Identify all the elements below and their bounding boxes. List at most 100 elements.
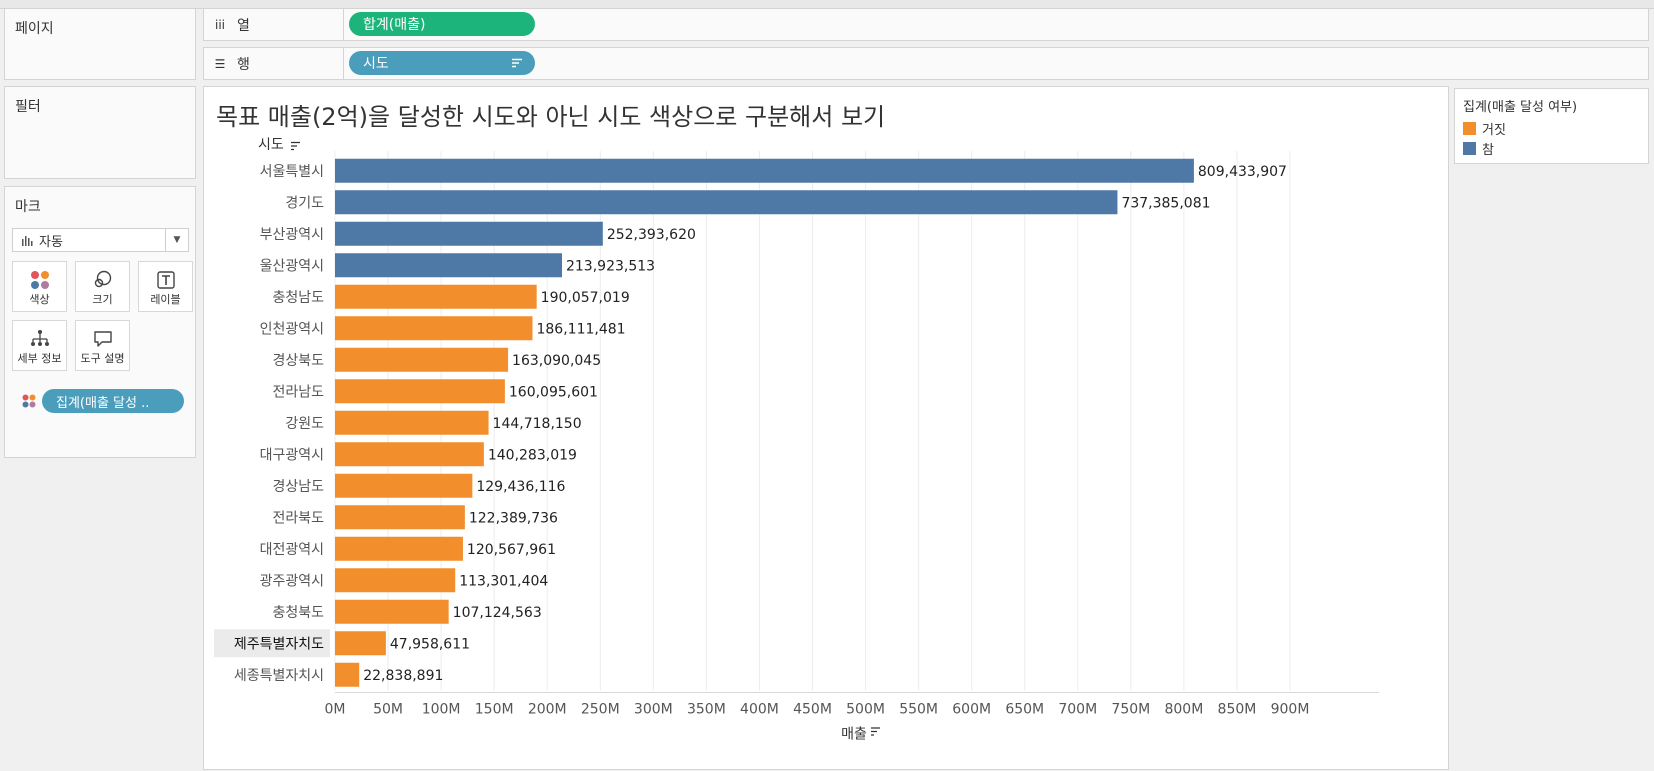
size-icon	[94, 270, 111, 288]
category-label[interactable]: 강원도	[285, 416, 324, 432]
x-tick-label: 800M	[1164, 702, 1203, 718]
bar-value-label: 107,124,563	[453, 605, 542, 621]
category-label[interactable]: 광주광역시	[260, 573, 324, 589]
columns-icon: iii	[214, 17, 225, 32]
bar[interactable]	[335, 190, 1118, 215]
sort-icon[interactable]	[871, 727, 880, 736]
sort-icon[interactable]	[291, 141, 300, 151]
columns-shelf[interactable]: iii 열 합계(매출)	[203, 8, 1649, 41]
detail-button[interactable]: 세부 정보	[12, 320, 67, 371]
rows-list-icon: ☰	[214, 56, 226, 71]
category-label[interactable]: 제주특별자치도	[234, 636, 324, 652]
columns-pill[interactable]: 합계(매출)	[349, 12, 535, 36]
bar-value-label: 809,433,907	[1198, 164, 1287, 180]
bar[interactable]	[335, 505, 465, 530]
pages-panel[interactable]: 페이지	[4, 8, 196, 80]
color-field-pill[interactable]: 집계(매출 달성 ..	[42, 389, 184, 413]
x-tick-label: 550M	[899, 702, 938, 718]
row-highlight	[214, 629, 330, 658]
rows-pill-label: 시도	[363, 56, 389, 72]
x-tick-label: 400M	[740, 702, 779, 718]
label-button[interactable]: 레이블	[138, 261, 193, 312]
x-tick-label: 450M	[793, 702, 832, 718]
bar-value-label: 120,567,961	[467, 542, 556, 558]
bar[interactable]	[335, 599, 449, 624]
color-button-label: 색상	[29, 293, 50, 306]
legend-item-false[interactable]: 거짓	[1463, 119, 1506, 138]
mark-type-dropdown[interactable]: 자동 ▼	[12, 228, 189, 252]
label-button-label: 레이블	[150, 293, 181, 306]
bar-value-label: 190,057,019	[541, 290, 630, 306]
category-label[interactable]: 울산광역시	[260, 258, 324, 274]
rows-shelf-label: 행	[237, 56, 250, 73]
category-label[interactable]: 인천광역시	[260, 321, 324, 337]
bar-value-label: 22,838,891	[363, 668, 443, 684]
rows-shelf[interactable]: ☰ 행 시도	[203, 47, 1649, 80]
bar-value-label: 737,385,081	[1121, 195, 1210, 211]
chart-area[interactable]: 목표 매출(2억)을 달성한 시도와 아닌 시도 색상으로 구분해서 보기 시도…	[203, 86, 1449, 770]
category-label[interactable]: 전라남도	[272, 384, 324, 400]
bar[interactable]	[335, 473, 473, 498]
bar[interactable]	[335, 442, 484, 467]
category-label[interactable]: 세종특별자치시	[234, 668, 324, 684]
bar-value-label: 129,436,116	[476, 479, 565, 495]
legend-swatch	[1463, 142, 1476, 155]
category-label[interactable]: 경기도	[285, 195, 324, 211]
bar[interactable]	[335, 253, 562, 278]
bar[interactable]	[335, 316, 533, 341]
color-button[interactable]: 색상	[12, 261, 67, 312]
x-tick-label: 350M	[687, 702, 726, 718]
category-label[interactable]: 경상북도	[272, 353, 324, 369]
bar[interactable]	[335, 158, 1194, 183]
category-label[interactable]: 전라북도	[272, 510, 324, 526]
category-label[interactable]: 대구광역시	[260, 447, 324, 463]
x-tick-label: 150M	[475, 702, 514, 718]
category-label[interactable]: 충청남도	[272, 290, 324, 306]
bar[interactable]	[335, 410, 489, 435]
mark-type-value: 자동	[39, 234, 63, 250]
x-tick-label: 300M	[634, 702, 673, 718]
category-label[interactable]: 대전광역시	[260, 542, 324, 558]
row-header-label: 시도	[258, 137, 284, 153]
x-axis-title: 매출	[841, 727, 867, 743]
legend-title: 집계(매출 달성 여부)	[1463, 100, 1578, 115]
sort-descending-icon[interactable]	[511, 58, 523, 68]
size-button[interactable]: 크기	[75, 261, 130, 312]
filters-panel[interactable]: 필터	[4, 86, 196, 179]
category-label[interactable]: 서울특별시	[260, 164, 324, 180]
color-dots-icon	[30, 271, 49, 289]
x-tick-label: 900M	[1271, 702, 1310, 718]
bar-value-label: 144,718,150	[493, 416, 582, 432]
x-tick-label: 0M	[325, 702, 346, 718]
bar[interactable]	[335, 662, 360, 687]
bar-value-label: 140,283,019	[488, 447, 577, 463]
bar[interactable]	[335, 347, 509, 372]
rows-pill[interactable]: 시도	[349, 51, 535, 75]
category-label[interactable]: 부산광역시	[260, 227, 324, 243]
category-label[interactable]: 충청북도	[272, 605, 324, 621]
category-label[interactable]: 경상남도	[272, 479, 324, 495]
legend-item-label: 거짓	[1482, 123, 1506, 138]
tooltip-speech-icon	[93, 331, 112, 347]
x-tick-label: 750M	[1111, 702, 1150, 718]
columns-shelf-label: 열	[237, 17, 250, 34]
bar[interactable]	[335, 221, 603, 246]
chevron-down-icon[interactable]: ▼	[165, 229, 188, 251]
legend-item-label: 참	[1482, 143, 1494, 158]
x-tick-label: 250M	[581, 702, 620, 718]
color-legend[interactable]: 집계(매출 달성 여부) 거짓 참	[1454, 88, 1649, 164]
tooltip-button-label: 도구 설명	[80, 352, 125, 365]
bar[interactable]	[335, 631, 386, 656]
tooltip-button[interactable]: 도구 설명	[75, 320, 130, 371]
bar-value-label: 213,923,513	[566, 258, 655, 274]
bar[interactable]	[335, 379, 505, 404]
bar[interactable]	[335, 536, 463, 561]
bar-value-label: 47,958,611	[390, 636, 470, 652]
bar[interactable]	[335, 568, 456, 593]
bar[interactable]	[335, 284, 537, 309]
size-button-label: 크기	[92, 293, 113, 306]
color-dots-icon	[22, 394, 36, 408]
legend-item-true[interactable]: 참	[1463, 139, 1494, 158]
columns-shelf-label-area: iii 열	[204, 9, 344, 40]
